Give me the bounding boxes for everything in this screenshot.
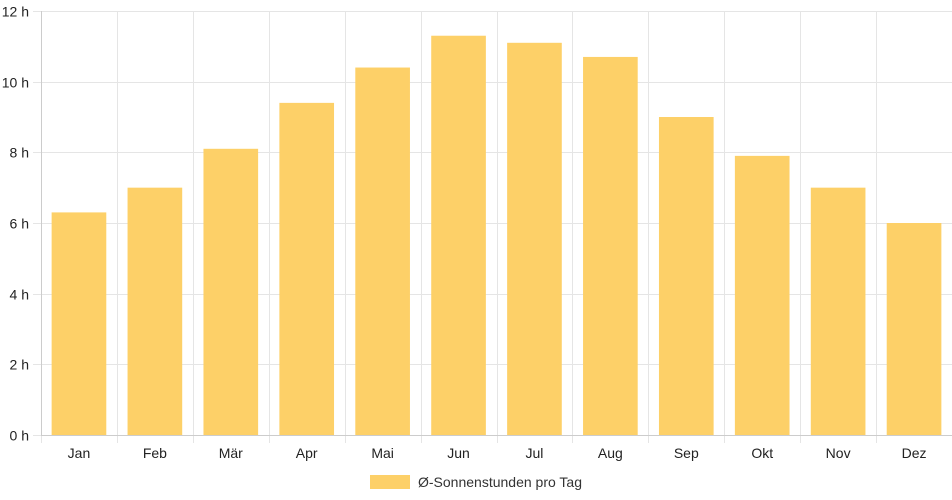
bar-nov[interactable] <box>810 187 866 435</box>
y-tick-label: 0 h <box>10 428 29 444</box>
x-tick-label: Jun <box>447 445 470 461</box>
bars-layer <box>51 35 942 436</box>
bar-okt[interactable] <box>734 155 790 435</box>
bar-aug[interactable] <box>583 56 638 435</box>
y-tick-label: 12 h <box>2 4 29 20</box>
bar-apr[interactable] <box>279 102 335 435</box>
y-tick-label: 10 h <box>2 75 29 91</box>
x-tick-label: Feb <box>143 445 167 461</box>
bar-jan[interactable] <box>51 212 107 435</box>
x-tick-label: Mai <box>371 445 394 461</box>
bar-sep[interactable] <box>658 117 714 435</box>
x-tick-label: Jul <box>526 445 544 461</box>
x-axis-ticks: Jan Feb Mär Apr Mai Jun Jul Aug Sep Okt Nov Dez <box>68 445 927 461</box>
bar-jul[interactable] <box>507 42 562 436</box>
bar-mai[interactable] <box>355 67 410 436</box>
x-tick-label: Sep <box>674 445 699 461</box>
x-tick-label: Okt <box>751 445 773 461</box>
legend-swatch[interactable] <box>370 475 410 489</box>
x-tick-label: Aug <box>598 445 623 461</box>
y-tick-label: 4 h <box>10 287 29 303</box>
x-tick-label: Dez <box>902 445 927 461</box>
grid-layer <box>33 11 952 443</box>
x-tick-label: Mär <box>219 445 243 461</box>
bar-mär[interactable] <box>203 148 259 436</box>
bar-jun[interactable] <box>431 35 486 435</box>
y-tick-label: 8 h <box>10 145 29 161</box>
y-tick-label: 6 h <box>10 216 29 232</box>
bar-feb[interactable] <box>127 187 183 435</box>
bar-dez[interactable] <box>886 223 942 435</box>
axis-layer <box>41 11 952 436</box>
y-tick-label: 2 h <box>10 357 29 373</box>
legend[interactable]: Ø-Sonnenstunden pro Tag <box>0 470 952 494</box>
x-tick-label: Jan <box>68 445 91 461</box>
x-tick-label: Nov <box>826 445 851 461</box>
legend-label: Ø-Sonnenstunden pro Tag <box>418 474 582 490</box>
y-axis-ticks: 0 h 2 h 4 h 6 h 8 h 10 h 12 h <box>2 4 29 444</box>
x-tick-label: Apr <box>296 445 318 461</box>
